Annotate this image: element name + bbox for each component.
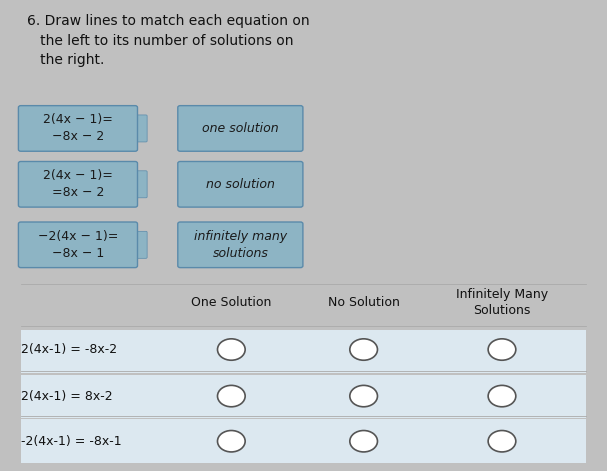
FancyBboxPatch shape [18, 106, 138, 151]
Circle shape [217, 430, 245, 452]
FancyBboxPatch shape [178, 106, 303, 151]
FancyBboxPatch shape [132, 231, 147, 258]
Text: One Solution: One Solution [191, 296, 271, 309]
FancyBboxPatch shape [21, 374, 586, 418]
FancyBboxPatch shape [178, 162, 303, 207]
Circle shape [488, 430, 516, 452]
Text: one solution: one solution [202, 122, 279, 135]
Text: no solution: no solution [206, 178, 275, 191]
Text: 2(4x-1) = -8x-2: 2(4x-1) = -8x-2 [21, 343, 117, 356]
Circle shape [488, 385, 516, 407]
FancyBboxPatch shape [21, 330, 586, 373]
Text: -2(4x-1) = -8x-1: -2(4x-1) = -8x-1 [21, 435, 121, 448]
Circle shape [488, 339, 516, 360]
FancyBboxPatch shape [21, 419, 586, 463]
FancyBboxPatch shape [132, 171, 147, 198]
Text: 2(4x-1) = 8x-2: 2(4x-1) = 8x-2 [21, 390, 112, 403]
Circle shape [350, 385, 378, 407]
Text: 2(4x − 1)=
=8x − 2: 2(4x − 1)= =8x − 2 [43, 169, 113, 199]
Circle shape [217, 385, 245, 407]
FancyBboxPatch shape [132, 115, 147, 142]
Text: 2(4x − 1)=
−8x − 2: 2(4x − 1)= −8x − 2 [43, 114, 113, 144]
Circle shape [350, 430, 378, 452]
Text: −2(4x − 1)=
−8x − 1: −2(4x − 1)= −8x − 1 [38, 230, 118, 260]
Circle shape [350, 339, 378, 360]
Circle shape [217, 339, 245, 360]
Text: No Solution: No Solution [328, 296, 399, 309]
FancyBboxPatch shape [18, 162, 138, 207]
Text: infinitely many
solutions: infinitely many solutions [194, 230, 287, 260]
Text: Infinitely Many
Solutions: Infinitely Many Solutions [456, 289, 548, 317]
Text: 6. Draw lines to match each equation on
   the left to its number of solutions o: 6. Draw lines to match each equation on … [27, 15, 310, 67]
FancyBboxPatch shape [18, 222, 138, 268]
FancyBboxPatch shape [178, 222, 303, 268]
